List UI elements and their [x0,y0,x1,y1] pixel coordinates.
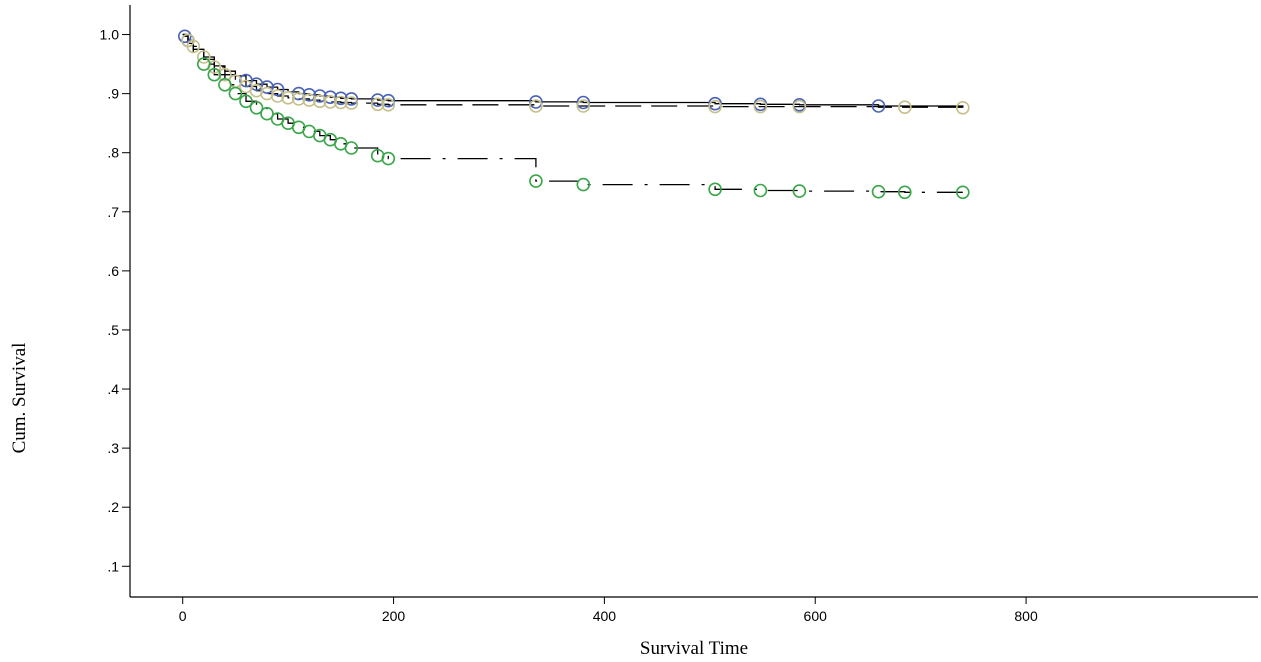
series-1-marker-12 [302,93,317,107]
series-2-marker-5 [249,101,264,115]
y-tick-label-5: .6 [107,263,119,279]
series-2-marker-6 [260,106,274,121]
x-tick-label-4: 800 [1014,608,1038,624]
series-1-marker-2 [197,50,211,64]
series-1-marker-25 [955,101,970,115]
series-2-marker-14 [344,141,359,155]
x-tick-label-1: 200 [382,608,406,624]
series-1-marker-16 [344,96,359,110]
series-0-marker-15 [576,95,591,110]
series-2-marker-24 [955,185,970,200]
series-2-marker-23 [897,185,912,200]
series-1-marker-4 [218,67,232,82]
series-2-line [182,33,963,193]
x-tick-label-0: 0 [179,608,187,624]
series-1-marker-9 [270,89,285,103]
series-2-marker-3 [228,86,243,101]
series-1-marker-14 [323,95,338,109]
series-2-marker-18 [576,177,591,192]
x-axis-title: Survival Time [640,638,748,659]
y-tick-label-2: .3 [107,440,119,456]
series-1-marker-21 [708,99,722,114]
series-1-marker-11 [291,92,306,106]
series-1-marker-22 [753,99,768,114]
series-1-marker-17 [370,97,385,112]
y-tick-label-1: .2 [107,499,119,515]
y-axis-title: Cum. Survival [9,343,30,454]
series-1-marker-24 [897,100,912,114]
x-tick-label-2: 400 [593,608,617,624]
series-1-marker-20 [576,99,591,113]
series-2-marker-22 [871,184,886,199]
series-2-marker-19 [708,182,722,197]
series-1-line [182,33,964,108]
series-2-marker-17 [529,174,543,188]
series-1-marker-10 [281,91,295,105]
x-tick-label-3: 600 [804,608,828,624]
series-1-marker-13 [312,94,327,109]
series-0-marker-0 [178,29,192,44]
series-1-marker-19 [529,99,543,113]
series-1-marker-15 [333,95,348,110]
series-0-line [182,33,964,108]
y-tick-label-6: .7 [107,204,119,220]
series-2-marker-1 [207,67,222,82]
y-tick-label-9: 1.0 [100,27,120,43]
y-tick-label-4: .5 [107,322,119,338]
series-0-marker-14 [529,95,543,109]
series-2-marker-16 [381,151,396,166]
series-1-marker-1 [186,39,201,54]
series-2-marker-2 [218,78,232,92]
series-1-marker-8 [260,86,274,101]
y-tick-label-8: .9 [107,86,119,102]
y-tick-label-3: .4 [107,381,119,397]
series-2-marker-20 [753,183,768,198]
series-2-marker-0 [197,57,211,71]
series-1-marker-23 [792,99,807,114]
y-tick-label-0: .1 [107,558,119,574]
y-tick-label-7: .8 [107,145,119,161]
markers-layer [178,29,970,200]
series-0-marker-19 [871,99,886,113]
series-2-marker-4 [239,94,253,109]
series-2-marker-21 [792,184,807,198]
series-1-marker-18 [381,98,396,112]
lines-layer [182,33,964,193]
axes-layer: .1 .2 .3 .4 .5 .6 .7 .8 .9 1.0 0 200 400 600 800 [100,5,1258,624]
